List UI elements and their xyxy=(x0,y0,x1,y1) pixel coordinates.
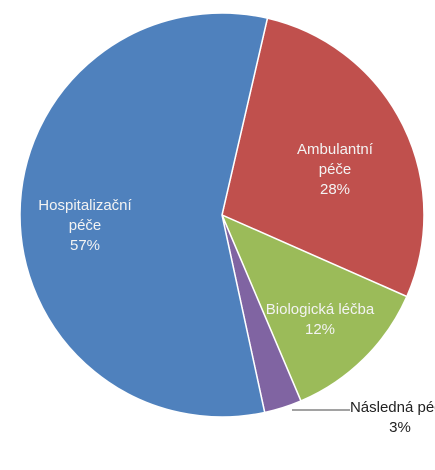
slice-label: Biologická léčba 12% xyxy=(265,300,375,340)
value-label: 57% xyxy=(69,237,101,254)
pie-slice xyxy=(220,213,408,402)
slice-label: Následná péče 3% xyxy=(345,398,435,438)
value-label: 3% xyxy=(389,419,411,436)
value-label: 12% xyxy=(304,321,336,338)
category-label: Biologická léčba xyxy=(265,301,375,318)
category-label: Následná péče xyxy=(349,399,435,416)
slice-label: Ambulantní péče 28% xyxy=(280,140,390,200)
pie-slice xyxy=(19,12,269,418)
category-label: Hospitalizační péče xyxy=(38,197,132,234)
value-label: 28% xyxy=(319,181,351,198)
pie-slice xyxy=(221,17,425,298)
category-label: Ambulantní péče xyxy=(297,141,373,178)
slice-label: Hospitalizační péče 57% xyxy=(30,196,140,256)
